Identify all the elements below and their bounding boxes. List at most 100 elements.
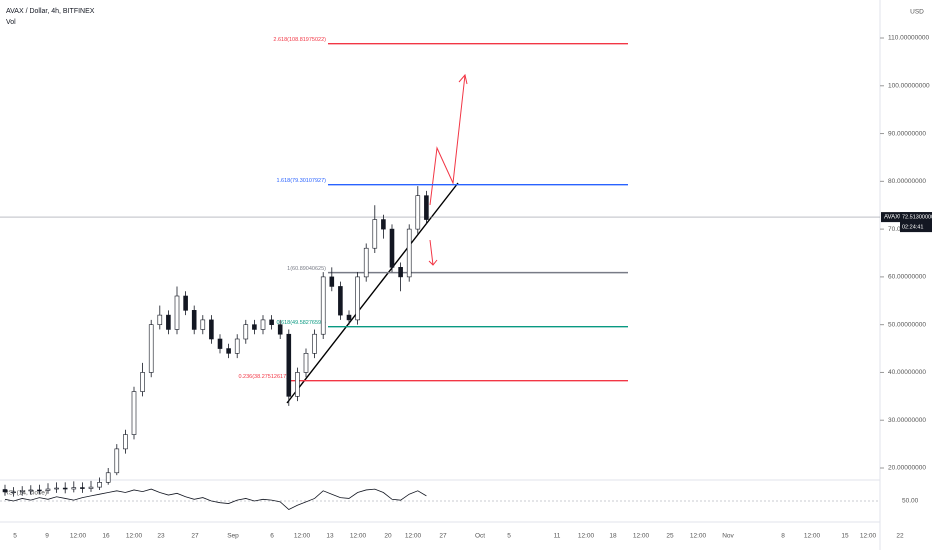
fib-label: 2.618(108.81975022) <box>273 37 326 43</box>
rsi-tick-label: 50.00 <box>902 498 919 505</box>
fib-label: 1.618(79.30107927) <box>276 178 326 184</box>
x-tick-label: 5 <box>13 533 17 540</box>
x-tick-label: Sep <box>227 533 239 540</box>
candle-body <box>406 228 412 278</box>
candle-body <box>37 489 42 492</box>
fib-label: 0.236(38.27512617) <box>238 374 288 380</box>
x-tick-label: 27 <box>191 533 199 540</box>
price-label: 72.51300000 <box>902 215 932 221</box>
y-tick-label: 110.00000000 <box>888 35 929 42</box>
x-tick-label: 16 <box>102 533 110 540</box>
x-tick-label: 12:00 <box>860 533 877 540</box>
x-tick-label: 15 <box>841 533 849 540</box>
x-tick-label: 13 <box>326 533 334 540</box>
x-tick-label: 9 <box>45 533 49 540</box>
y-tick-label: 60.00000000 <box>888 274 926 281</box>
candle-body <box>381 219 386 230</box>
x-tick-label: 18 <box>609 533 617 540</box>
x-tick-label: Nov <box>722 533 734 540</box>
x-tick-label: 23 <box>157 533 165 540</box>
x-tick-label: 27 <box>439 533 447 540</box>
y-tick-label: 80.00000000 <box>888 178 926 185</box>
candle-body <box>260 319 266 330</box>
candle-body <box>277 324 283 335</box>
candle-body <box>389 228 395 268</box>
candle-body <box>363 247 369 278</box>
candle-body <box>114 448 120 474</box>
down-arrow <box>428 239 438 266</box>
candle-body <box>424 195 429 220</box>
fib-label: 1(60.89040625) <box>287 266 326 272</box>
x-tick-label: 20 <box>384 533 392 540</box>
candle-body <box>355 276 360 321</box>
rsi-line <box>4 488 427 510</box>
x-tick-label: 22 <box>896 533 904 540</box>
candle-body <box>105 472 111 483</box>
y-tick-label: 100.00000000 <box>888 82 930 89</box>
x-tick-label: 11 <box>554 533 561 540</box>
candle-body <box>372 219 378 249</box>
candle-body <box>234 338 240 354</box>
y-tick-label: 30.00000000 <box>888 417 926 424</box>
fib-label: 0.618(49.58276591) <box>276 320 326 326</box>
up-arrow <box>429 73 468 206</box>
candle-body <box>303 353 309 373</box>
y-tick-label: 90.00000000 <box>888 130 926 137</box>
y-tick-label: 50.00000000 <box>888 321 926 328</box>
candle-body <box>252 324 257 330</box>
candle-body <box>80 487 85 489</box>
candle-body <box>312 333 317 354</box>
candle-body <box>338 286 343 316</box>
candle-body <box>243 324 249 340</box>
x-tick-label: 12:00 <box>294 533 311 540</box>
candle-body <box>97 482 102 488</box>
candle-body <box>209 319 214 340</box>
countdown: 02:24:41 <box>902 225 923 231</box>
trend-line <box>286 182 459 404</box>
price-box <box>900 212 932 233</box>
currency: USD <box>910 9 924 16</box>
y-tick-label: 20.00000000 <box>888 465 926 472</box>
candle-body <box>346 314 352 321</box>
x-tick-label: 12:00 <box>578 533 595 540</box>
candle-body <box>28 489 34 492</box>
candle-body <box>183 295 188 311</box>
x-tick-label: 12:00 <box>350 533 367 540</box>
rsi-label: RSI (14, close) <box>4 490 47 497</box>
candle-body <box>157 314 163 325</box>
x-tick-label: 8 <box>781 533 785 540</box>
x-tick-label: 12:00 <box>804 533 821 540</box>
candle-body <box>286 333 292 397</box>
candle-body <box>2 489 8 493</box>
candle-body <box>329 276 335 287</box>
candle-body <box>123 434 128 450</box>
x-tick-label: 6 <box>270 533 274 540</box>
candle-body <box>45 488 51 491</box>
candle-body <box>320 276 326 335</box>
candle-body <box>226 348 231 354</box>
x-tick-label: 12:00 <box>405 533 422 540</box>
candle-body <box>71 487 77 490</box>
x-tick-label: 5 <box>507 533 511 540</box>
y-tick-label: 40.00000000 <box>888 369 926 376</box>
candle-body <box>166 314 171 330</box>
x-tick-label: 12:00 <box>126 533 143 540</box>
x-tick-label: 12:00 <box>633 533 650 540</box>
candle-body <box>88 486 94 489</box>
x-tick-label: 12:00 <box>70 533 87 540</box>
candle-body <box>19 490 25 493</box>
candle-body <box>200 319 206 330</box>
candle-body <box>217 338 223 349</box>
candle-body <box>140 372 145 392</box>
candle-body <box>62 487 68 490</box>
x-tick-label: 12:00 <box>690 533 707 540</box>
candle-body <box>191 310 197 330</box>
candle-body <box>148 324 154 373</box>
symbol-label: AVAXUSD <box>884 215 912 221</box>
x-tick-label: 25 <box>666 533 674 540</box>
candle-body <box>54 487 59 490</box>
candle-body <box>269 319 274 325</box>
candle-body <box>174 295 180 330</box>
candle-body <box>295 372 300 397</box>
